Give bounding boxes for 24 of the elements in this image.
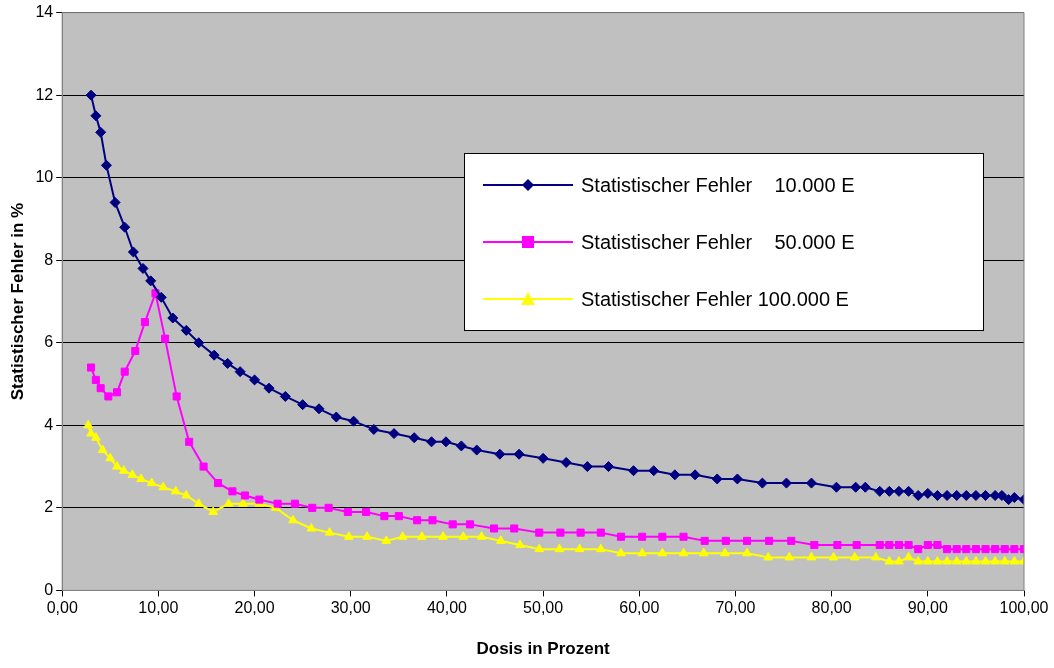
x-tick-label: 70,00 — [715, 599, 756, 617]
x-tick-label: 30,00 — [330, 599, 371, 617]
y-tick-label: 6 — [44, 333, 54, 351]
x-tick-label: 0,00 — [46, 599, 78, 617]
legend-label: Statistischer Fehler 100.000 E — [581, 287, 849, 312]
y-tick-label: 2 — [44, 498, 54, 516]
y-tick-label: 8 — [44, 250, 54, 268]
y-tick-label: 10 — [35, 168, 54, 186]
x-tick-label: 20,00 — [234, 599, 275, 617]
x-tick-label: 60,00 — [619, 599, 660, 617]
x-tick-label: 80,00 — [811, 599, 852, 617]
x-tick-label: 40,00 — [426, 599, 468, 617]
y-tick-label: 0 — [44, 580, 54, 598]
y-tick-label: 14 — [35, 3, 54, 21]
y-axis-title: Statistischer Fehler in % — [7, 202, 27, 401]
y-tick-label: 4 — [44, 415, 54, 433]
x-tick-label: 100,00 — [999, 599, 1049, 617]
x-tick-label: 10,00 — [138, 599, 179, 617]
legend-label: Statistischer Fehler 10.000 E — [581, 173, 855, 198]
legend-label: Statistischer Fehler 50.000 E — [581, 230, 855, 255]
x-tick-label: 50,00 — [523, 599, 564, 617]
y-tick-label: 12 — [35, 85, 54, 103]
x-tick-label: 90,00 — [907, 599, 948, 617]
x-axis-title: Dosis in Prozent — [476, 639, 611, 659]
